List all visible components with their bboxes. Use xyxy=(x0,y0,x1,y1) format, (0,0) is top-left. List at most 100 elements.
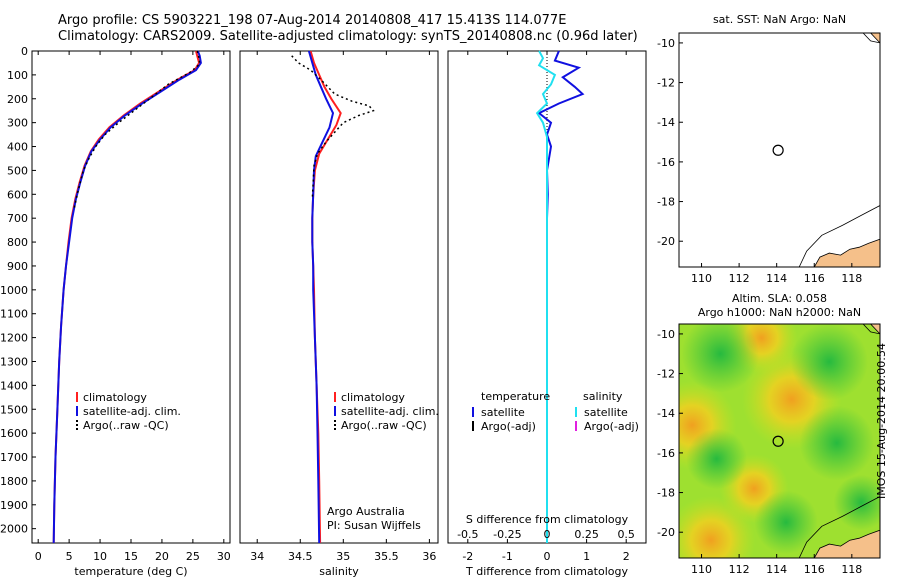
temperature-ytick-label: 100 xyxy=(7,69,28,82)
salinity-annotation-line1: Argo Australia xyxy=(327,505,405,518)
temperature-ytick-label: 1800 xyxy=(0,475,28,488)
difference-top-tick-label: -0.5 xyxy=(457,528,478,541)
sst-map-xtick-label: 114 xyxy=(766,272,787,285)
sla-map-argo-marker xyxy=(772,435,784,447)
salinity-axes-frame xyxy=(239,50,439,544)
salinity-series-satellite-adj-clim- xyxy=(307,50,335,544)
salinity-xtick-label: 34.5 xyxy=(288,550,313,563)
difference-legend-label: satellite xyxy=(584,406,628,419)
difference-top-tick-label: 0 xyxy=(544,528,551,541)
sla-map-land-ne xyxy=(870,324,880,335)
temperature-ytick-label: 1000 xyxy=(0,284,28,297)
sst-map-xtick-label: 112 xyxy=(729,272,750,285)
sst-map-background xyxy=(679,33,880,267)
temperature-ytick-label: 1900 xyxy=(0,499,28,512)
sst-map-xtick-label: 110 xyxy=(691,272,712,285)
sst-map-ytick-label: -20 xyxy=(657,235,675,248)
sla-map-land xyxy=(813,529,880,558)
sst-map-title: sat. SST: NaN Argo: NaN xyxy=(713,13,846,26)
sla-map-coastline xyxy=(862,324,880,335)
difference-legend-label: satellite xyxy=(481,406,525,419)
difference-top-tick-label: 0.25 xyxy=(574,528,599,541)
difference-xtick-label: -2 xyxy=(462,550,473,563)
sla-anomaly-blob xyxy=(754,490,818,555)
difference-series-salinity-satellite xyxy=(535,50,557,543)
sla-anomaly-blob xyxy=(681,324,760,393)
sst-map-land xyxy=(813,238,880,267)
difference-xlabel: T difference from climatology xyxy=(465,565,628,578)
sst-map-coastline xyxy=(798,205,880,267)
sst-map-xtick-label: 116 xyxy=(804,272,825,285)
sla-map-xtick-label: 118 xyxy=(841,563,862,576)
temperature-ytick-label: 0 xyxy=(21,45,28,58)
sst-map-ytick-label: -10 xyxy=(657,37,675,50)
temperature-ytick-label: 1700 xyxy=(0,451,28,464)
sla-map-ytick-label: -18 xyxy=(657,487,675,500)
salinity-xlabel: salinity xyxy=(319,565,359,578)
temperature-ytick-label: 600 xyxy=(7,188,28,201)
difference-top-tick-label: -0.25 xyxy=(493,528,521,541)
sst-map-land-ne xyxy=(870,33,880,44)
difference-legend-title-temperature: temperature xyxy=(481,390,550,403)
difference-xtick-label: 1 xyxy=(583,550,590,563)
salinity-legend-label: climatology xyxy=(341,391,405,404)
temperature-legend-label: Argo(..raw -QC) xyxy=(83,419,169,432)
temperature-ytick-label: 1300 xyxy=(0,355,28,368)
temperature-ytick-label: 1200 xyxy=(0,332,28,345)
sst-map-argo-marker xyxy=(772,144,784,156)
temperature-xlabel: temperature (deg C) xyxy=(74,565,187,578)
sla-map-xtick-label: 110 xyxy=(691,563,712,576)
temperature-legend-label: satellite-adj. clim. xyxy=(83,405,181,418)
timestamp-label: IMOS 15-Aug-2014 20:00:54 xyxy=(875,343,888,499)
sla-map-title: Altim. SLA: 0.058 xyxy=(732,292,827,305)
temperature-xtick-label: 15 xyxy=(124,550,138,563)
sst-map-ytick-label: -12 xyxy=(657,77,675,90)
temperature-ytick-label: 700 xyxy=(7,212,28,225)
salinity-legend-label: satellite-adj. clim. xyxy=(341,405,439,418)
temperature-ytick-label: 1600 xyxy=(0,427,28,440)
salinity-legend-label: Argo(..raw -QC) xyxy=(341,419,427,432)
figure-title-line2: Climatology: CARS2009. Satellite-adjuste… xyxy=(58,29,638,44)
temperature-ytick-label: 1500 xyxy=(0,403,28,416)
temperature-xtick-label: 0 xyxy=(35,550,42,563)
temperature-series-argo-raw-qc- xyxy=(73,50,201,209)
difference-legend-title-salinity: salinity xyxy=(583,390,623,403)
sst-map-ytick-label: -18 xyxy=(657,196,675,209)
sst-map-frame xyxy=(678,32,881,268)
sst-map-ytick-label: -16 xyxy=(657,156,675,169)
temperature-ytick-label: 400 xyxy=(7,141,28,154)
temperature-xtick-label: 5 xyxy=(66,550,73,563)
temperature-ytick-label: 500 xyxy=(7,164,28,177)
sla-map-xtick-label: 114 xyxy=(766,563,787,576)
sla-map-ytick-label: -20 xyxy=(657,526,675,539)
salinity-xtick-label: 36 xyxy=(422,550,436,563)
difference-xtick-label: 0 xyxy=(544,550,551,563)
temperature-ytick-label: 2000 xyxy=(0,523,28,536)
difference-legend-label: Argo(-adj) xyxy=(584,420,639,433)
difference-xtick-label: -1 xyxy=(502,550,513,563)
sla-map-xtick-label: 112 xyxy=(729,563,750,576)
temperature-ytick-label: 1100 xyxy=(0,308,28,321)
sla-map-ytick-label: -14 xyxy=(657,407,675,420)
sla-map-xtick-label: 116 xyxy=(804,563,825,576)
temperature-axes-frame xyxy=(31,50,231,544)
temperature-xtick-label: 20 xyxy=(155,550,169,563)
temperature-xtick-label: 30 xyxy=(217,550,231,563)
sla-anomaly-blob xyxy=(833,474,880,531)
salinity-xtick-label: 35 xyxy=(336,550,350,563)
salinity-xtick-label: 34 xyxy=(250,550,264,563)
figure-title-line1: Argo profile: CS 5903221_198 07-Aug-2014… xyxy=(58,13,567,28)
salinity-series-argo-raw-qc- xyxy=(291,55,375,200)
temperature-series-satellite-adj-clim- xyxy=(52,50,202,544)
temperature-xtick-label: 10 xyxy=(93,550,107,563)
temperature-ytick-label: 200 xyxy=(7,93,28,106)
temperature-ytick-label: 900 xyxy=(7,260,28,273)
sst-map-xtick-label: 118 xyxy=(841,272,862,285)
sla-map-ytick-label: -10 xyxy=(657,328,675,341)
sla-map-frame xyxy=(678,323,881,559)
sla-map-ytick-label: -12 xyxy=(657,368,675,381)
sla-anomaly-blob xyxy=(686,428,747,490)
temperature-ytick-label: 800 xyxy=(7,236,28,249)
sla-anomaly-blob xyxy=(799,405,875,481)
temperature-ytick-label: 300 xyxy=(7,117,28,130)
